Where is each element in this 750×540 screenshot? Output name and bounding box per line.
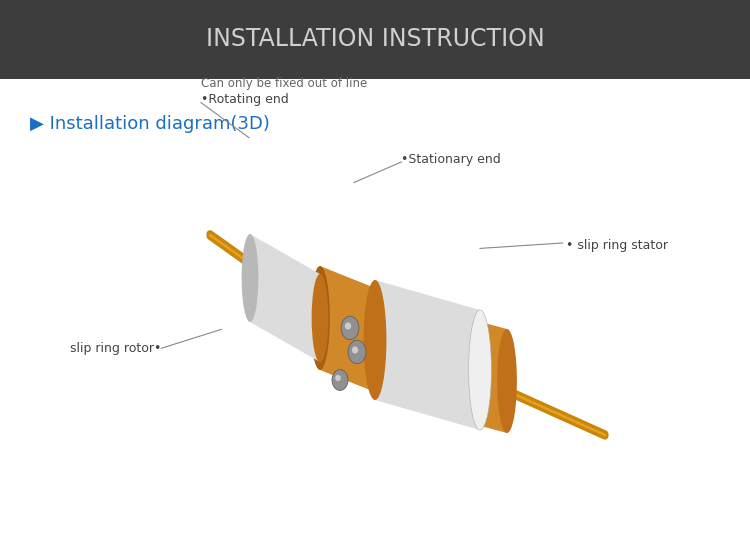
Polygon shape [477, 321, 507, 433]
Ellipse shape [341, 316, 359, 340]
Polygon shape [375, 280, 480, 430]
Text: slip ring rotor•: slip ring rotor• [70, 342, 161, 355]
Text: •Stationary end: •Stationary end [401, 153, 501, 166]
Text: Can only be fixed out of line: Can only be fixed out of line [201, 77, 368, 90]
Ellipse shape [242, 234, 258, 322]
Ellipse shape [335, 375, 340, 381]
Ellipse shape [352, 346, 358, 354]
Text: • slip ring stator: • slip ring stator [566, 239, 668, 252]
Ellipse shape [310, 266, 330, 370]
Ellipse shape [348, 340, 366, 364]
FancyBboxPatch shape [0, 0, 750, 79]
Text: ▶ Installation diagram(3D): ▶ Installation diagram(3D) [30, 115, 270, 133]
Ellipse shape [497, 329, 517, 433]
Ellipse shape [312, 274, 328, 362]
Ellipse shape [364, 280, 386, 400]
Ellipse shape [469, 310, 491, 430]
Text: INSTALLATION INSTRUCTION: INSTALLATION INSTRUCTION [206, 28, 544, 51]
Polygon shape [250, 234, 320, 362]
Ellipse shape [332, 369, 348, 390]
Ellipse shape [345, 322, 351, 329]
Text: •Rotating end: •Rotating end [201, 93, 289, 106]
Polygon shape [320, 266, 375, 392]
